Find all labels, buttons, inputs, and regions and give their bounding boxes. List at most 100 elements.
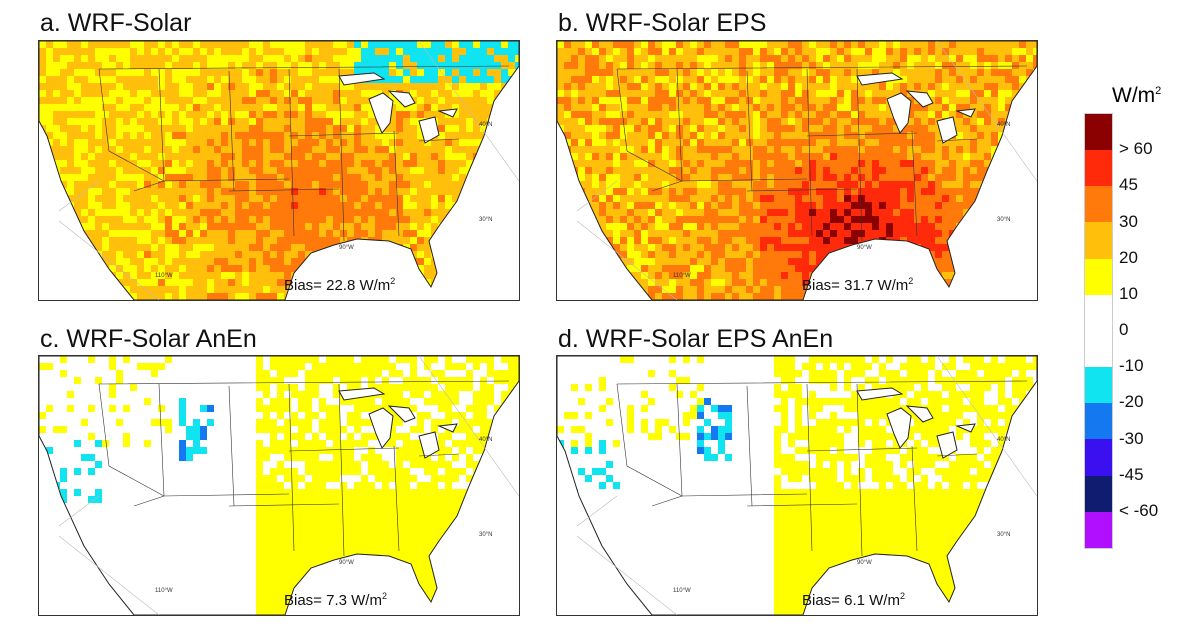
grid-cell [690,104,697,111]
grid-cell [963,55,970,62]
grid-cell [914,272,921,279]
grid-cell [697,118,704,125]
grid-cell [634,146,641,153]
grid-cell [410,111,417,118]
grid-cell [606,265,613,272]
grid-cell [242,195,249,202]
grid-cell [606,209,613,216]
grid-cell [655,174,662,181]
grid-cell [46,153,53,160]
grid-cell [739,279,746,286]
grid-cell [326,188,333,195]
grid-cell [830,244,837,251]
grid-cell [270,167,277,174]
grid-cell [312,265,319,272]
grid-cell [627,251,634,258]
grid-cell [914,76,921,83]
grid-cell [977,209,984,216]
grid-cell [823,265,830,272]
grid-cell [438,125,445,132]
grid-cell [977,230,984,237]
grid-cell [249,118,256,125]
grid-cell [151,237,158,244]
grid-cell [207,230,214,237]
grid-cell [977,118,984,125]
grid-cell [746,90,753,97]
grid-cell [739,48,746,55]
grid-cell [326,216,333,223]
grid-cell [354,118,361,125]
grid-cell [116,97,123,104]
grid-cell [480,132,487,139]
grid-cell [193,55,200,62]
grid-cell [858,153,865,160]
grid-cell [207,97,214,104]
grid-cell [599,76,606,83]
grid-cell [613,279,620,286]
grid-cell [95,160,102,167]
grid-cell [158,55,165,62]
grid-cell [662,167,669,174]
grid-cell [459,132,466,139]
grid-cell [851,55,858,62]
grid-cell [417,41,424,48]
grid-cell [942,69,949,76]
grid-cell [1019,90,1026,97]
grid-cell [879,174,886,181]
grid-cell [1005,174,1012,181]
grid-cell [403,76,410,83]
grid-cell [298,293,305,300]
grid-cell [711,83,718,90]
grid-cell [907,48,914,55]
grid-cell [788,83,795,90]
grid-cell [256,97,263,104]
grid-cell [620,90,627,97]
grid-cell [284,244,291,251]
grid-cell [109,279,116,286]
grid-cell [571,265,578,272]
grid-cell [137,97,144,104]
grid-cell [396,279,403,286]
grid-cell [396,223,403,230]
grid-cell [137,41,144,48]
grid-cell [438,209,445,216]
grid-cell [767,76,774,83]
grid-cell [459,62,466,69]
grid-cell [410,55,417,62]
grid-cell [417,181,424,188]
grid-cell [165,90,172,97]
grid-cell [676,181,683,188]
grid-cell [88,41,95,48]
grid-cell [508,160,515,167]
grid-cell [214,97,221,104]
grid-cell [816,153,823,160]
grid-cell [340,153,347,160]
grid-cell [403,279,410,286]
grid-cell [396,69,403,76]
grid-cell [508,202,515,209]
grid-cell [816,174,823,181]
grid-cell [249,62,256,69]
grid-cell [578,167,585,174]
grid-cell [158,104,165,111]
grid-cell [655,118,662,125]
grid-cell [669,104,676,111]
grid-cell [200,125,207,132]
grid-cell [648,286,655,293]
grid-cell [193,174,200,181]
grid-cell [249,76,256,83]
grid-cell [760,132,767,139]
grid-cell [487,279,494,286]
grid-cell [802,258,809,265]
grid-cell [207,118,214,125]
grid-cell [767,223,774,230]
grid-cell [816,223,823,230]
grid-cell [774,41,781,48]
grid-cell [130,230,137,237]
grid-cell [242,223,249,230]
grid-cell [452,237,459,244]
grid-cell [774,195,781,202]
grid-cell [592,97,599,104]
grid-cell [837,104,844,111]
grid-cell [375,251,382,258]
